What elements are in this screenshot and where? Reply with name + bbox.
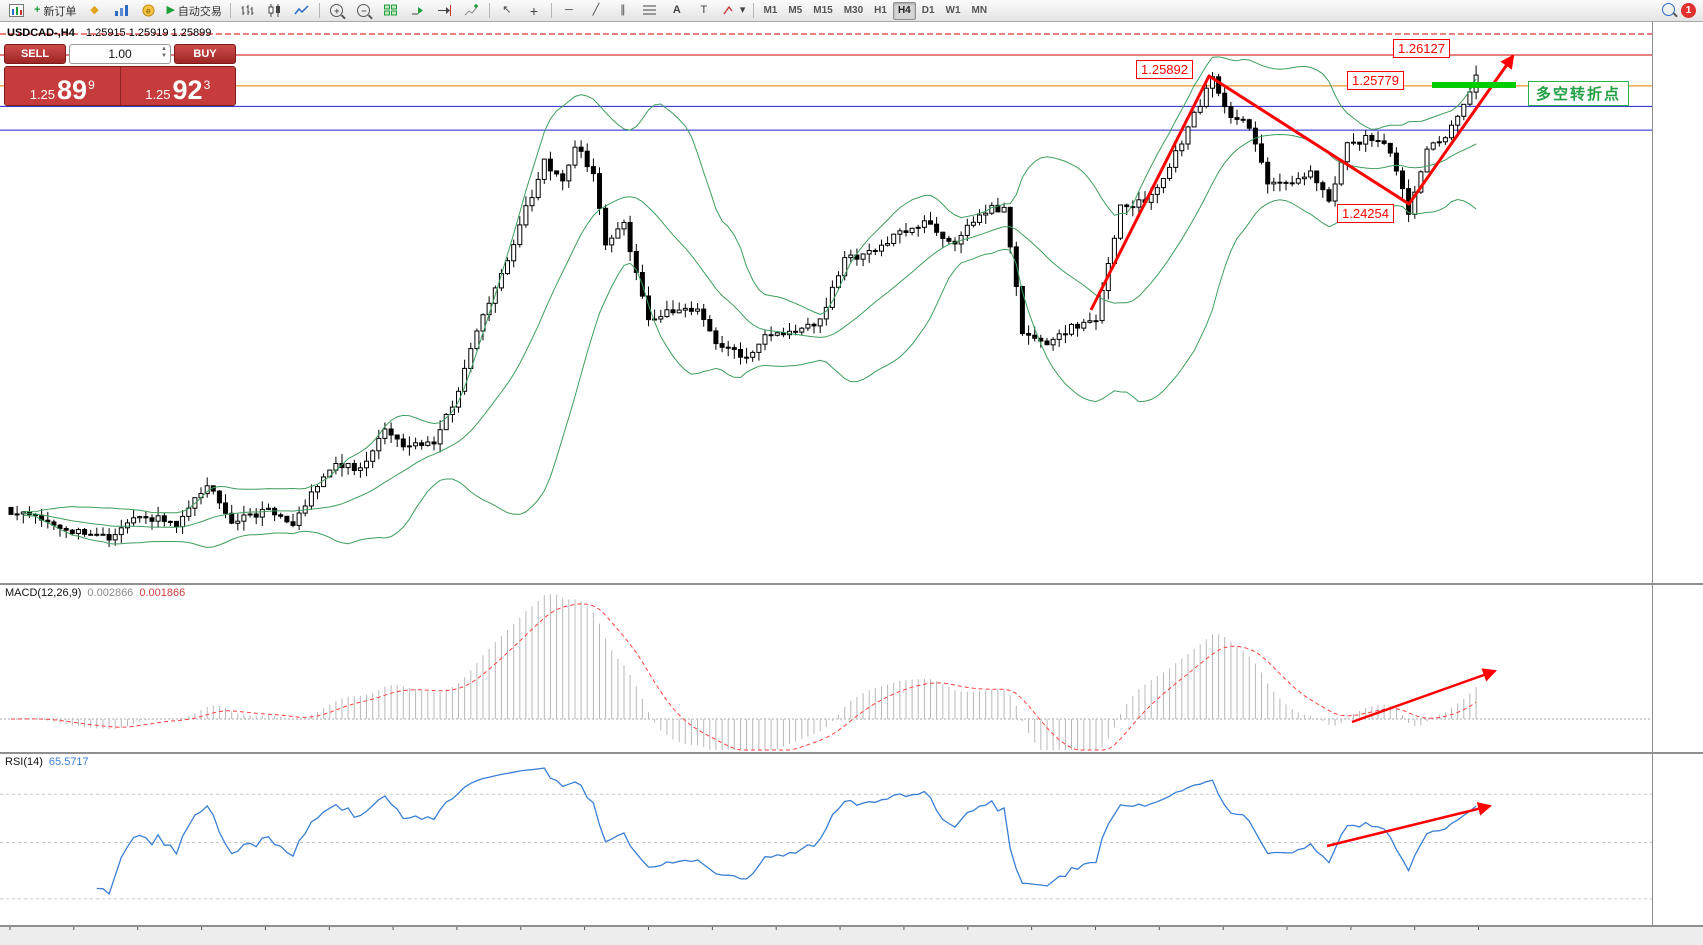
toolbar-separator xyxy=(488,3,490,18)
zoom-out-icon[interactable]: − xyxy=(351,1,377,21)
cursor-icon[interactable]: ↖ xyxy=(502,4,512,16)
chart-shift-icon[interactable] xyxy=(432,1,458,21)
main-toolbar: + 新订单 ◆ e ▶ 自动交易 + − ↖ + ─ ╱ ∥ A T xyxy=(0,0,1703,22)
bar-chart-mode-icon[interactable] xyxy=(235,1,261,21)
horizontal-line-tool-icon[interactable]: ─ xyxy=(565,4,573,16)
symbol-info: USDCAD-,H4 1.25915 1.25919 1.25899 xyxy=(7,27,211,39)
indicators-icon[interactable] xyxy=(459,1,485,21)
text-tool-icon[interactable]: A xyxy=(672,4,681,16)
toolbar-separator xyxy=(753,3,755,18)
price-axis-border xyxy=(1652,22,1653,925)
new-order-label: 新订单 xyxy=(43,5,77,18)
panel-divider[interactable] xyxy=(0,752,1703,754)
label-tool-icon[interactable]: T xyxy=(700,4,708,16)
timeframe-mn[interactable]: MN xyxy=(971,5,988,16)
timeframe-w1[interactable]: W1 xyxy=(945,5,961,16)
sell-price-sup: 9 xyxy=(88,78,95,92)
market-watch-icon[interactable] xyxy=(108,1,134,21)
crosshair-icon[interactable]: + xyxy=(529,2,538,19)
stepper-down-icon[interactable]: ▼ xyxy=(161,53,167,59)
new-order-button[interactable]: + 新订单 xyxy=(30,1,80,21)
panel-divider[interactable] xyxy=(0,583,1703,585)
sell-price-big: 89 xyxy=(57,75,88,106)
buy-button[interactable]: BUY xyxy=(174,44,236,64)
one-click-trade-panel: SELL 1.00 ▲ ▼ BUY 1.25 89 9 1.25 92 3 xyxy=(4,44,236,106)
rsi-name: RSI(14) xyxy=(5,756,43,768)
toolbar-separator xyxy=(318,3,320,18)
stepper-up-icon[interactable]: ▲ xyxy=(161,46,167,52)
trendline-tool-icon[interactable]: ╱ xyxy=(592,4,600,16)
macd-indicator-label: MACD(12,26,9) 0.002866 0.001866 xyxy=(5,587,185,599)
timeframe-d1[interactable]: D1 xyxy=(921,5,935,16)
buy-price-big: 92 xyxy=(172,75,203,106)
tile-windows-icon[interactable] xyxy=(378,1,404,21)
timeframe-m5[interactable]: M5 xyxy=(788,5,803,16)
auto-scroll-icon[interactable] xyxy=(405,1,431,21)
svg-text:e: e xyxy=(146,5,151,15)
plus-icon: + xyxy=(34,4,41,16)
play-icon: ▶ xyxy=(166,4,175,16)
symbol-quotes: 1.25915 1.25919 1.25899 xyxy=(85,27,212,39)
shapes-dropdown-icon[interactable]: ▾ xyxy=(718,1,750,21)
community-icon[interactable]: e xyxy=(135,1,161,21)
symbol-name: USDCAD-,H4 xyxy=(7,27,75,39)
toolbar-separator xyxy=(550,3,552,18)
search-icon[interactable] xyxy=(1662,2,1675,19)
timeframe-m30[interactable]: M30 xyxy=(843,5,864,16)
timeframe-m1[interactable]: M1 xyxy=(763,5,778,16)
timeframe-h1[interactable]: H1 xyxy=(874,5,887,16)
autotrading-label: 自动交易 xyxy=(177,5,222,18)
buy-price-area[interactable]: 1.25 92 3 xyxy=(120,67,235,106)
line-chart-mode-icon[interactable] xyxy=(289,1,315,21)
metaeditor-icon[interactable]: ◆ xyxy=(90,4,99,16)
rsi-indicator-label: RSI(14) 65.5717 xyxy=(5,756,89,768)
macd-name: MACD(12,26,9) xyxy=(5,587,82,599)
panel-divider[interactable] xyxy=(0,925,1703,927)
zoom-in-icon[interactable]: + xyxy=(324,1,350,21)
macd-value-main: 0.002866 xyxy=(87,587,134,599)
buy-price-sup: 3 xyxy=(203,78,211,92)
volume-stepper[interactable]: ▲ ▼ xyxy=(161,46,167,60)
volume-value: 1.00 xyxy=(108,47,132,61)
candlestick-mode-icon[interactable] xyxy=(262,1,288,21)
sell-button[interactable]: SELL xyxy=(4,44,66,64)
fibonacci-tool-icon[interactable] xyxy=(637,1,663,21)
volume-input[interactable]: 1.00 ▲ ▼ xyxy=(69,44,171,64)
sell-price-prefix: 1.25 xyxy=(29,87,56,102)
toolbar-separator xyxy=(229,3,231,18)
buy-price-prefix: 1.25 xyxy=(145,87,171,102)
notification-badge[interactable]: 1 xyxy=(1681,3,1696,18)
sell-price-area[interactable]: 1.25 89 9 xyxy=(5,67,121,105)
macd-value-signal: 0.001866 xyxy=(139,587,186,599)
charts-window-icon[interactable] xyxy=(3,1,29,21)
rsi-value: 65.5717 xyxy=(48,756,89,768)
channel-tool-icon[interactable]: ∥ xyxy=(620,4,626,16)
timeframe-h4[interactable]: H4 xyxy=(892,1,916,20)
timeframe-m15[interactable]: M15 xyxy=(813,5,833,16)
autotrading-button[interactable]: ▶ 自动交易 xyxy=(162,1,225,21)
